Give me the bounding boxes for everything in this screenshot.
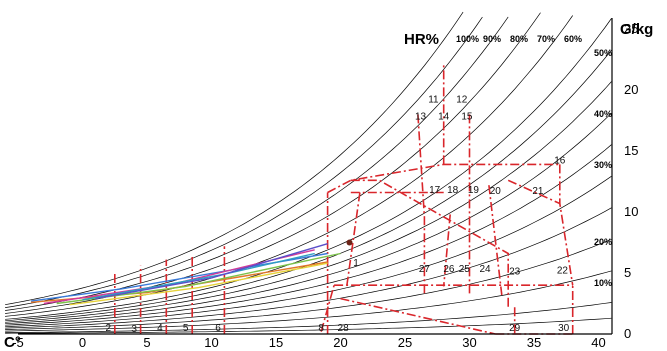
x-tick-label: 20 — [333, 335, 347, 350]
rh-curve — [5, 144, 612, 326]
rh-labels: 10% 20% 30% 40% 50% 60% 70% 80% 90% 100% — [456, 34, 612, 288]
zone-label: 25 — [459, 264, 471, 275]
zone-line — [442, 214, 451, 287]
x-tick-label: -5 — [12, 335, 24, 350]
x-tick-label: 25 — [398, 335, 412, 350]
zone-label: 28 — [338, 323, 350, 334]
y-tick-label: 25 — [624, 21, 638, 36]
rh-label: 50% — [594, 48, 612, 58]
zone-label: 20 — [490, 186, 502, 197]
y-tick-label: 15 — [624, 143, 638, 158]
zone-label: 22 — [557, 265, 569, 276]
rh-curve — [5, 207, 612, 329]
x-axis-unit: C° — [4, 334, 21, 351]
x-tick-label: 30 — [462, 335, 476, 350]
x-tick-label: 5 — [143, 335, 150, 350]
rh-curve — [5, 15, 573, 317]
rh-curve — [5, 112, 612, 325]
zone-label: 17 — [429, 185, 441, 196]
climate-line — [30, 252, 328, 302]
zone-label: 1 — [353, 258, 359, 269]
zone-label: 16 — [554, 156, 566, 167]
zone-label: 6 — [215, 323, 221, 334]
rh-curves — [5, 11, 612, 334]
zone-label: 13 — [415, 112, 427, 123]
zone-label: 30 — [558, 323, 570, 334]
x-tick-labels: -5 0 5 10 15 20 25 30 35 40 — [12, 335, 606, 350]
zone-label: 24 — [479, 264, 491, 275]
y-tick-label: 5 — [624, 265, 631, 280]
zone-label: 27 — [419, 264, 431, 275]
rh-label: 40% — [594, 109, 612, 119]
zone-line — [417, 114, 426, 295]
rh-label: 30% — [594, 160, 612, 170]
marker-point — [346, 239, 353, 246]
zone-label: 19 — [468, 185, 480, 196]
climate-lines — [30, 243, 341, 306]
zone-label: 3 — [131, 324, 137, 335]
rh-curve — [5, 16, 509, 311]
zone-label: 5 — [183, 323, 189, 334]
zone-label: 8 — [318, 323, 324, 334]
zone-line — [320, 284, 335, 332]
x-tick-label: 10 — [204, 335, 218, 350]
rh-curve — [5, 18, 612, 320]
rh-curve — [5, 302, 612, 333]
zone-label: 29 — [509, 323, 521, 334]
y-axis-unit: G/kg — [620, 21, 653, 38]
y-tick-label: 10 — [624, 204, 638, 219]
rh-label: 20% — [594, 237, 612, 247]
rh-curve — [5, 11, 464, 306]
rh-label: 10% — [594, 278, 612, 288]
rh-curve — [5, 270, 612, 332]
zone-label: 11 — [428, 95, 439, 106]
zone-line — [346, 192, 361, 286]
zone-label: 26 — [443, 264, 455, 275]
rh-curve — [5, 16, 483, 308]
zone-label: 15 — [461, 112, 473, 123]
zone-line — [350, 179, 509, 308]
x-tick-label: 35 — [527, 335, 541, 350]
x-tick-label: 40 — [591, 335, 605, 350]
zone-line — [488, 185, 503, 296]
rh-curve — [5, 12, 541, 314]
humidity-title: HR% — [404, 31, 439, 48]
climate-line — [69, 262, 328, 306]
y-tick-label: 20 — [624, 82, 638, 97]
zone-line — [327, 163, 560, 194]
y-tick-labels: 0 5 10 15 20 25 — [624, 21, 638, 341]
zone-label: 23 — [509, 267, 521, 278]
rh-label: 90% — [483, 34, 501, 44]
zone-label: 14 — [438, 112, 450, 123]
rh-label: 60% — [564, 34, 582, 44]
rh-label: 100% — [456, 34, 479, 44]
zone-label: 12 — [456, 95, 468, 106]
climate-line — [95, 243, 328, 300]
x-tick-label: 0 — [79, 335, 86, 350]
zone-label: 2 — [106, 323, 112, 334]
zone-label: 4 — [157, 323, 163, 334]
rh-curve — [5, 81, 612, 323]
zone-line — [340, 297, 496, 335]
rh-curve — [5, 176, 612, 328]
rh-label: 80% — [510, 34, 528, 44]
climate-line — [82, 252, 315, 301]
y-tick-label: 0 — [624, 326, 631, 341]
x-tick-label: 15 — [269, 335, 283, 350]
zone-label: 21 — [532, 186, 544, 197]
rh-curve — [5, 317, 612, 334]
zone-label: 18 — [447, 185, 459, 196]
rh-label: 70% — [537, 34, 555, 44]
comfort-zones — [114, 63, 574, 335]
rh-curve — [5, 239, 612, 330]
